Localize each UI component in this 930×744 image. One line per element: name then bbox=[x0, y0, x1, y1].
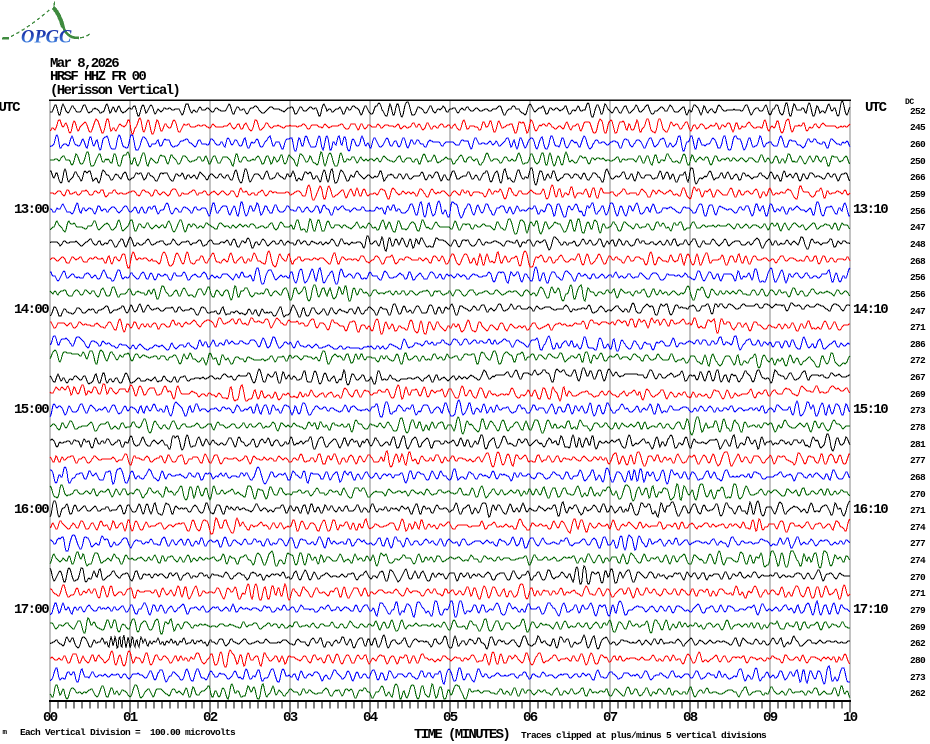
svg-text:OPGC: OPGC bbox=[21, 28, 72, 48]
